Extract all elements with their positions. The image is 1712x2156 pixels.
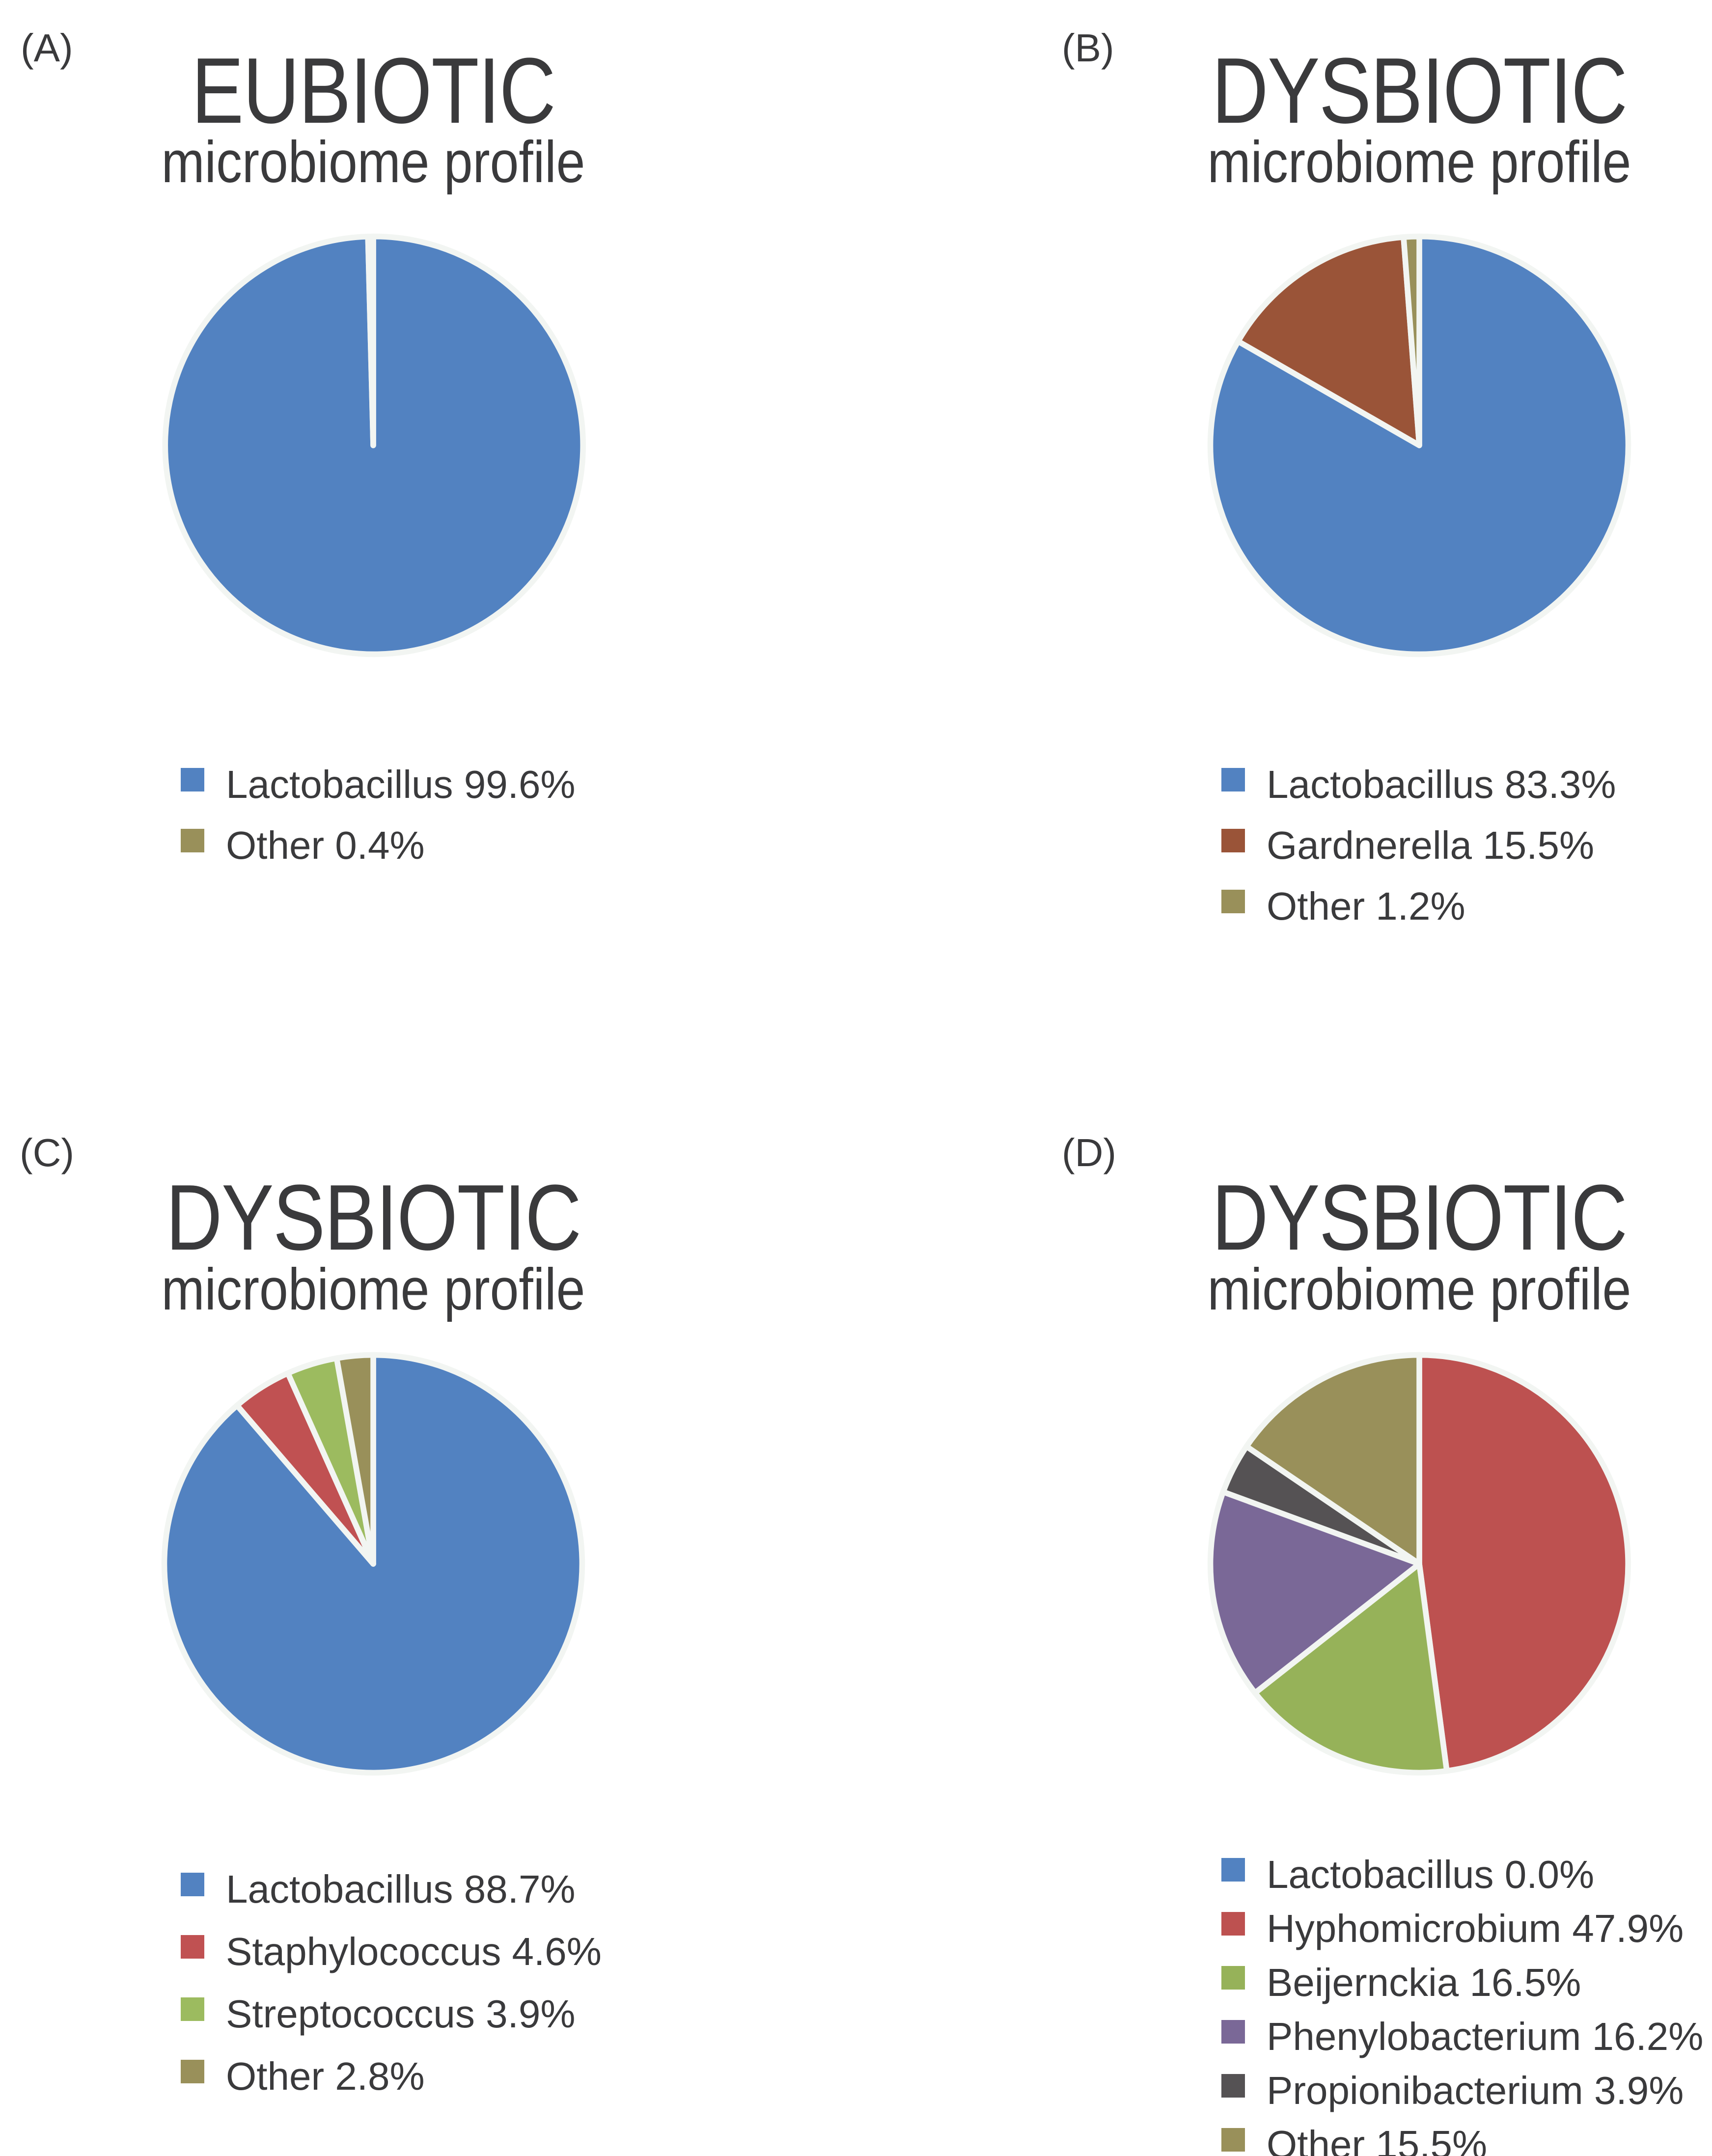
pie-slice-gardnerella: [1235, 234, 1422, 448]
panel-c-subtitle: microbiome profile: [161, 1256, 585, 1322]
legend-item: Other 2.8%: [181, 2053, 602, 2115]
legend-label: Lactobacillus 83.3%: [1267, 763, 1616, 806]
legend-label: Gardnerella 15.5%: [1267, 823, 1595, 867]
pie-slice-hyphomicrobium: [1416, 1352, 1631, 1774]
panel-c-title: DYSBIOTIC: [166, 1166, 581, 1270]
legend-label: Staphylococcus 4.6%: [226, 1930, 602, 1973]
legend-d: Lactobacillus 0.0% Hyphomicrobium 47.9% Be…: [1221, 1851, 1703, 2156]
legend-swatch: [1221, 1858, 1245, 1882]
panel-d-title: DYSBIOTIC: [1212, 1166, 1628, 1270]
panel-a-tag: (A): [21, 26, 73, 70]
legend-item: Lactobacillus 99.6%: [181, 761, 576, 822]
legend-label: Hyphomicrobium 47.9%: [1267, 1907, 1684, 1950]
legend-swatch: [1221, 2020, 1245, 2044]
panel-d-tag: (D): [1062, 1131, 1117, 1174]
legend-swatch: [1221, 1966, 1245, 1990]
pie-slice-other: [365, 233, 376, 448]
legend-item: Other 0.4%: [181, 822, 576, 883]
pie-slice-phenylobacterium: [1207, 1489, 1422, 1696]
legend-a: Lactobacillus 99.6% Other 0.4%: [181, 761, 576, 883]
legend-swatch: [181, 2060, 204, 2083]
panel-c-tag: (C): [20, 1131, 75, 1174]
legend-item: Other 15.5%: [1221, 2121, 1703, 2156]
legend-label: Lactobacillus 0.0%: [1267, 1853, 1595, 1896]
legend-swatch: [181, 1935, 204, 1959]
legend-item: Other 1.2%: [1221, 883, 1616, 944]
legend-item: Lactobacillus 0.0%: [1221, 1851, 1703, 1905]
legend-label: Beijernckia 16.5%: [1267, 1961, 1581, 2004]
panel-d-subtitle: microbiome profile: [1207, 1256, 1631, 1322]
legend-swatch: [181, 829, 204, 852]
pie-chart-a: [162, 233, 586, 657]
legend-label: Other 2.8%: [226, 2054, 425, 2098]
legend-c: Lactobacillus 88.7% Staphylococcus 4.6% St…: [181, 1866, 602, 2115]
legend-swatch: [1221, 768, 1245, 791]
legend-swatch: [181, 1997, 204, 2021]
legend-label: Lactobacillus 88.7%: [226, 1867, 576, 1911]
panel-a-title: EUBIOTIC: [191, 39, 556, 143]
legend-label: Lactobacillus 99.6%: [226, 763, 576, 806]
legend-item: Beijernckia 16.5%: [1221, 1959, 1703, 2013]
legend-item: Phenylobacterium 16.2%: [1221, 2013, 1703, 2067]
legend-swatch: [181, 1873, 204, 1896]
panel-b-tag: (B): [1062, 26, 1114, 70]
legend-label: Other 0.4%: [226, 823, 425, 867]
legend-label: Other 15.5%: [1267, 2123, 1488, 2156]
panel-b-title: DYSBIOTIC: [1212, 39, 1628, 143]
legend-item: Gardnerella 15.5%: [1221, 822, 1616, 883]
legend-swatch: [181, 768, 204, 791]
pie-chart-c: [161, 1352, 585, 1776]
panel-b-subtitle: microbiome profile: [1207, 129, 1631, 195]
pie-slice-other: [333, 1352, 376, 1567]
pie-slice-other: [1401, 233, 1422, 448]
legend-item: Streptococcus 3.9%: [181, 1991, 602, 2053]
legend-swatch: [1221, 2128, 1245, 2152]
legend-b: Lactobacillus 83.3% Gardnerella 15.5% Othe…: [1221, 761, 1616, 944]
legend-label: Phenylobacterium 16.2%: [1267, 2015, 1704, 2058]
legend-label: Streptococcus 3.9%: [226, 1992, 576, 2036]
pie-slice-beijernckia: [1252, 1561, 1450, 1776]
legend-label: Other 1.2%: [1267, 884, 1465, 928]
legend-swatch: [1221, 829, 1245, 852]
pie-chart-d: [1207, 1352, 1631, 1776]
legend-item: Hyphomicrobium 47.9%: [1221, 1905, 1703, 1959]
panel-a-subtitle: microbiome profile: [161, 129, 585, 195]
legend-item: Lactobacillus 83.3%: [1221, 761, 1616, 822]
pie-chart-b: [1207, 233, 1631, 657]
legend-swatch: [1221, 2074, 1245, 2098]
legend-swatch: [1221, 890, 1245, 913]
pie-slice-other: [1243, 1352, 1422, 1567]
legend-item: Staphylococcus 4.6%: [181, 1928, 602, 1991]
legend-label: Propionibacterium 3.9%: [1267, 2069, 1684, 2112]
legend-item: Lactobacillus 88.7%: [181, 1866, 602, 1928]
legend-item: Propionibacterium 3.9%: [1221, 2067, 1703, 2121]
legend-swatch: [1221, 1912, 1245, 1936]
